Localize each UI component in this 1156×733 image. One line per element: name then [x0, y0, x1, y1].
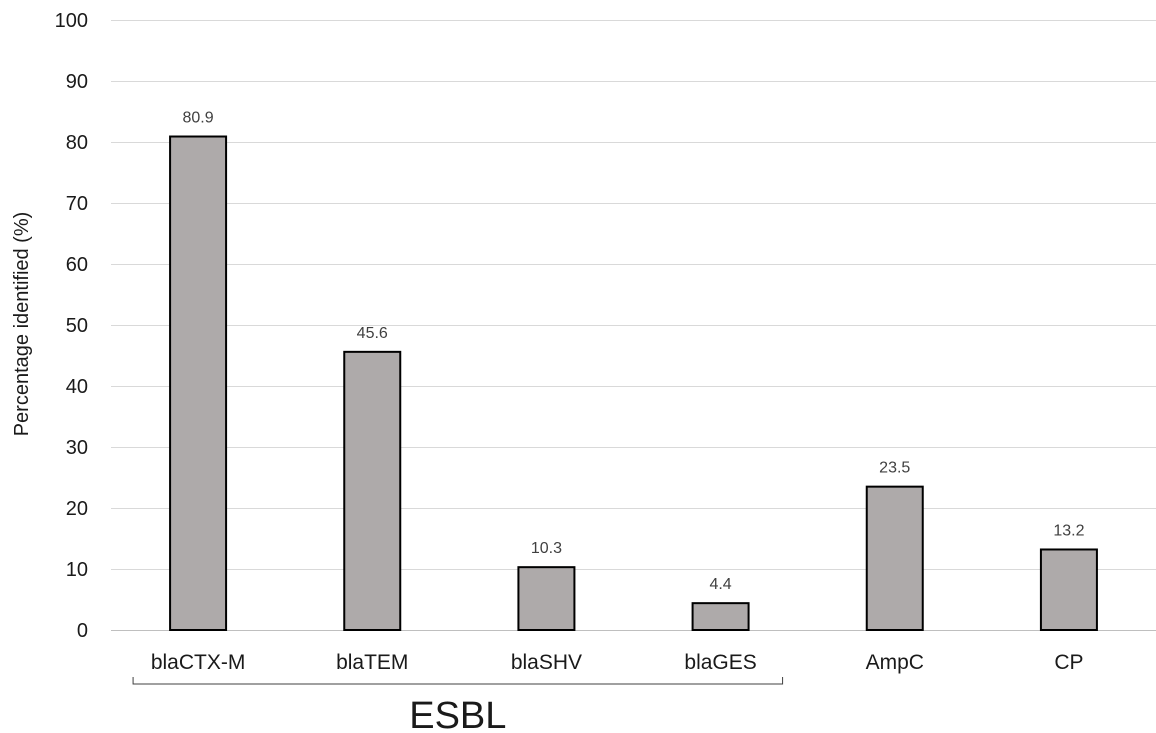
gridlines: [111, 20, 1156, 631]
bar-ampc: [865, 485, 924, 631]
x-tick-label: AmpC: [866, 651, 924, 674]
x-tick-label: blaCTX-M: [151, 651, 246, 674]
bar-cp: [1039, 548, 1098, 631]
data-label: 4.4: [709, 576, 731, 593]
y-tick-labels: 0 10 20 30 40 50 60 70 80 90 100: [55, 10, 88, 642]
x-tick-label: blaTEM: [336, 651, 408, 674]
esbl-group-label: ESBL: [409, 695, 506, 733]
bracket-line: [132, 677, 784, 685]
y-tick-label: 30: [66, 437, 88, 459]
y-tick-label: 0: [77, 620, 88, 642]
y-tick-label: 100: [55, 10, 88, 32]
y-tick-label: 10: [66, 559, 88, 581]
bar-blages: [691, 602, 750, 631]
data-label: 45.6: [357, 325, 388, 342]
y-tick-label: 80: [66, 132, 88, 154]
y-tick-label: 20: [66, 498, 88, 520]
data-label: 80.9: [183, 110, 214, 127]
y-tick-label: 90: [66, 71, 88, 93]
x-tick-labels: blaCTX-M blaTEM blaSHV blaGES AmpC CP: [151, 651, 1084, 674]
esbl-group-bracket: [132, 677, 784, 685]
x-tick-label: blaSHV: [511, 651, 582, 674]
x-tick-label: blaGES: [684, 651, 756, 674]
data-label: 13.2: [1053, 522, 1084, 539]
y-tick-label: 50: [66, 315, 88, 337]
bar-blatem: [343, 350, 402, 631]
y-tick-label: 70: [66, 193, 88, 215]
x-tick-label: CP: [1054, 651, 1083, 674]
y-axis-title: Percentage identified (%): [11, 212, 33, 437]
data-labels: 80.9 45.6 10.3 4.4 23.5 13.2: [183, 110, 1085, 594]
data-label: 10.3: [531, 540, 562, 557]
y-tick-label: 40: [66, 376, 88, 398]
bar-blashv: [517, 566, 576, 631]
bar-blactx-m: [169, 135, 228, 631]
bars: [169, 135, 1098, 631]
y-tick-label: 60: [66, 254, 88, 276]
data-label: 23.5: [879, 460, 910, 477]
